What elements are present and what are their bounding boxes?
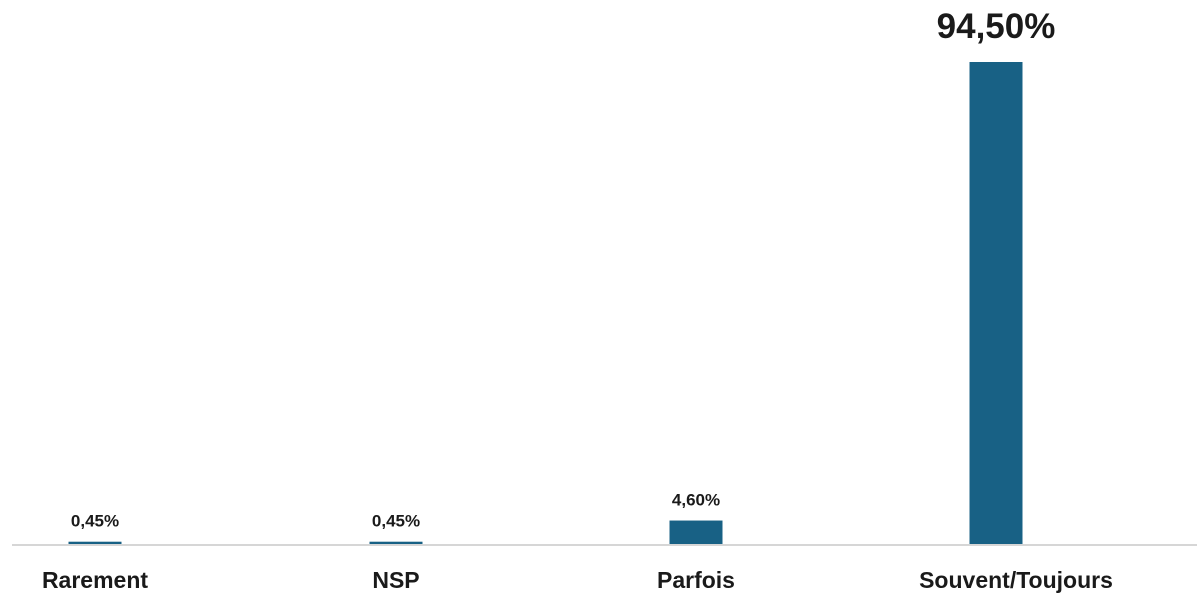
- bars-group: [68, 62, 1023, 544]
- value-label-souvent-toujours: 94,50%: [937, 7, 1056, 46]
- value-label-nsp: 0,45%: [372, 512, 420, 531]
- category-label-nsp: NSP: [372, 567, 419, 593]
- category-label-souvent-toujours: Souvent/Toujours: [919, 567, 1113, 593]
- value-label-rarement: 0,45%: [71, 512, 119, 531]
- category-labels-group: Rarement NSP Parfois Souvent/Toujours: [42, 567, 1113, 593]
- bar-souvent-toujours: [969, 62, 1023, 544]
- bar-rarement: [68, 541, 122, 544]
- bar-nsp: [369, 541, 423, 544]
- category-label-parfois: Parfois: [657, 567, 735, 593]
- category-label-rarement: Rarement: [42, 567, 148, 593]
- value-label-parfois: 4,60%: [672, 491, 720, 510]
- bar-parfois: [669, 520, 723, 544]
- value-labels-group: 0,45% 0,45% 4,60% 94,50%: [71, 7, 1055, 531]
